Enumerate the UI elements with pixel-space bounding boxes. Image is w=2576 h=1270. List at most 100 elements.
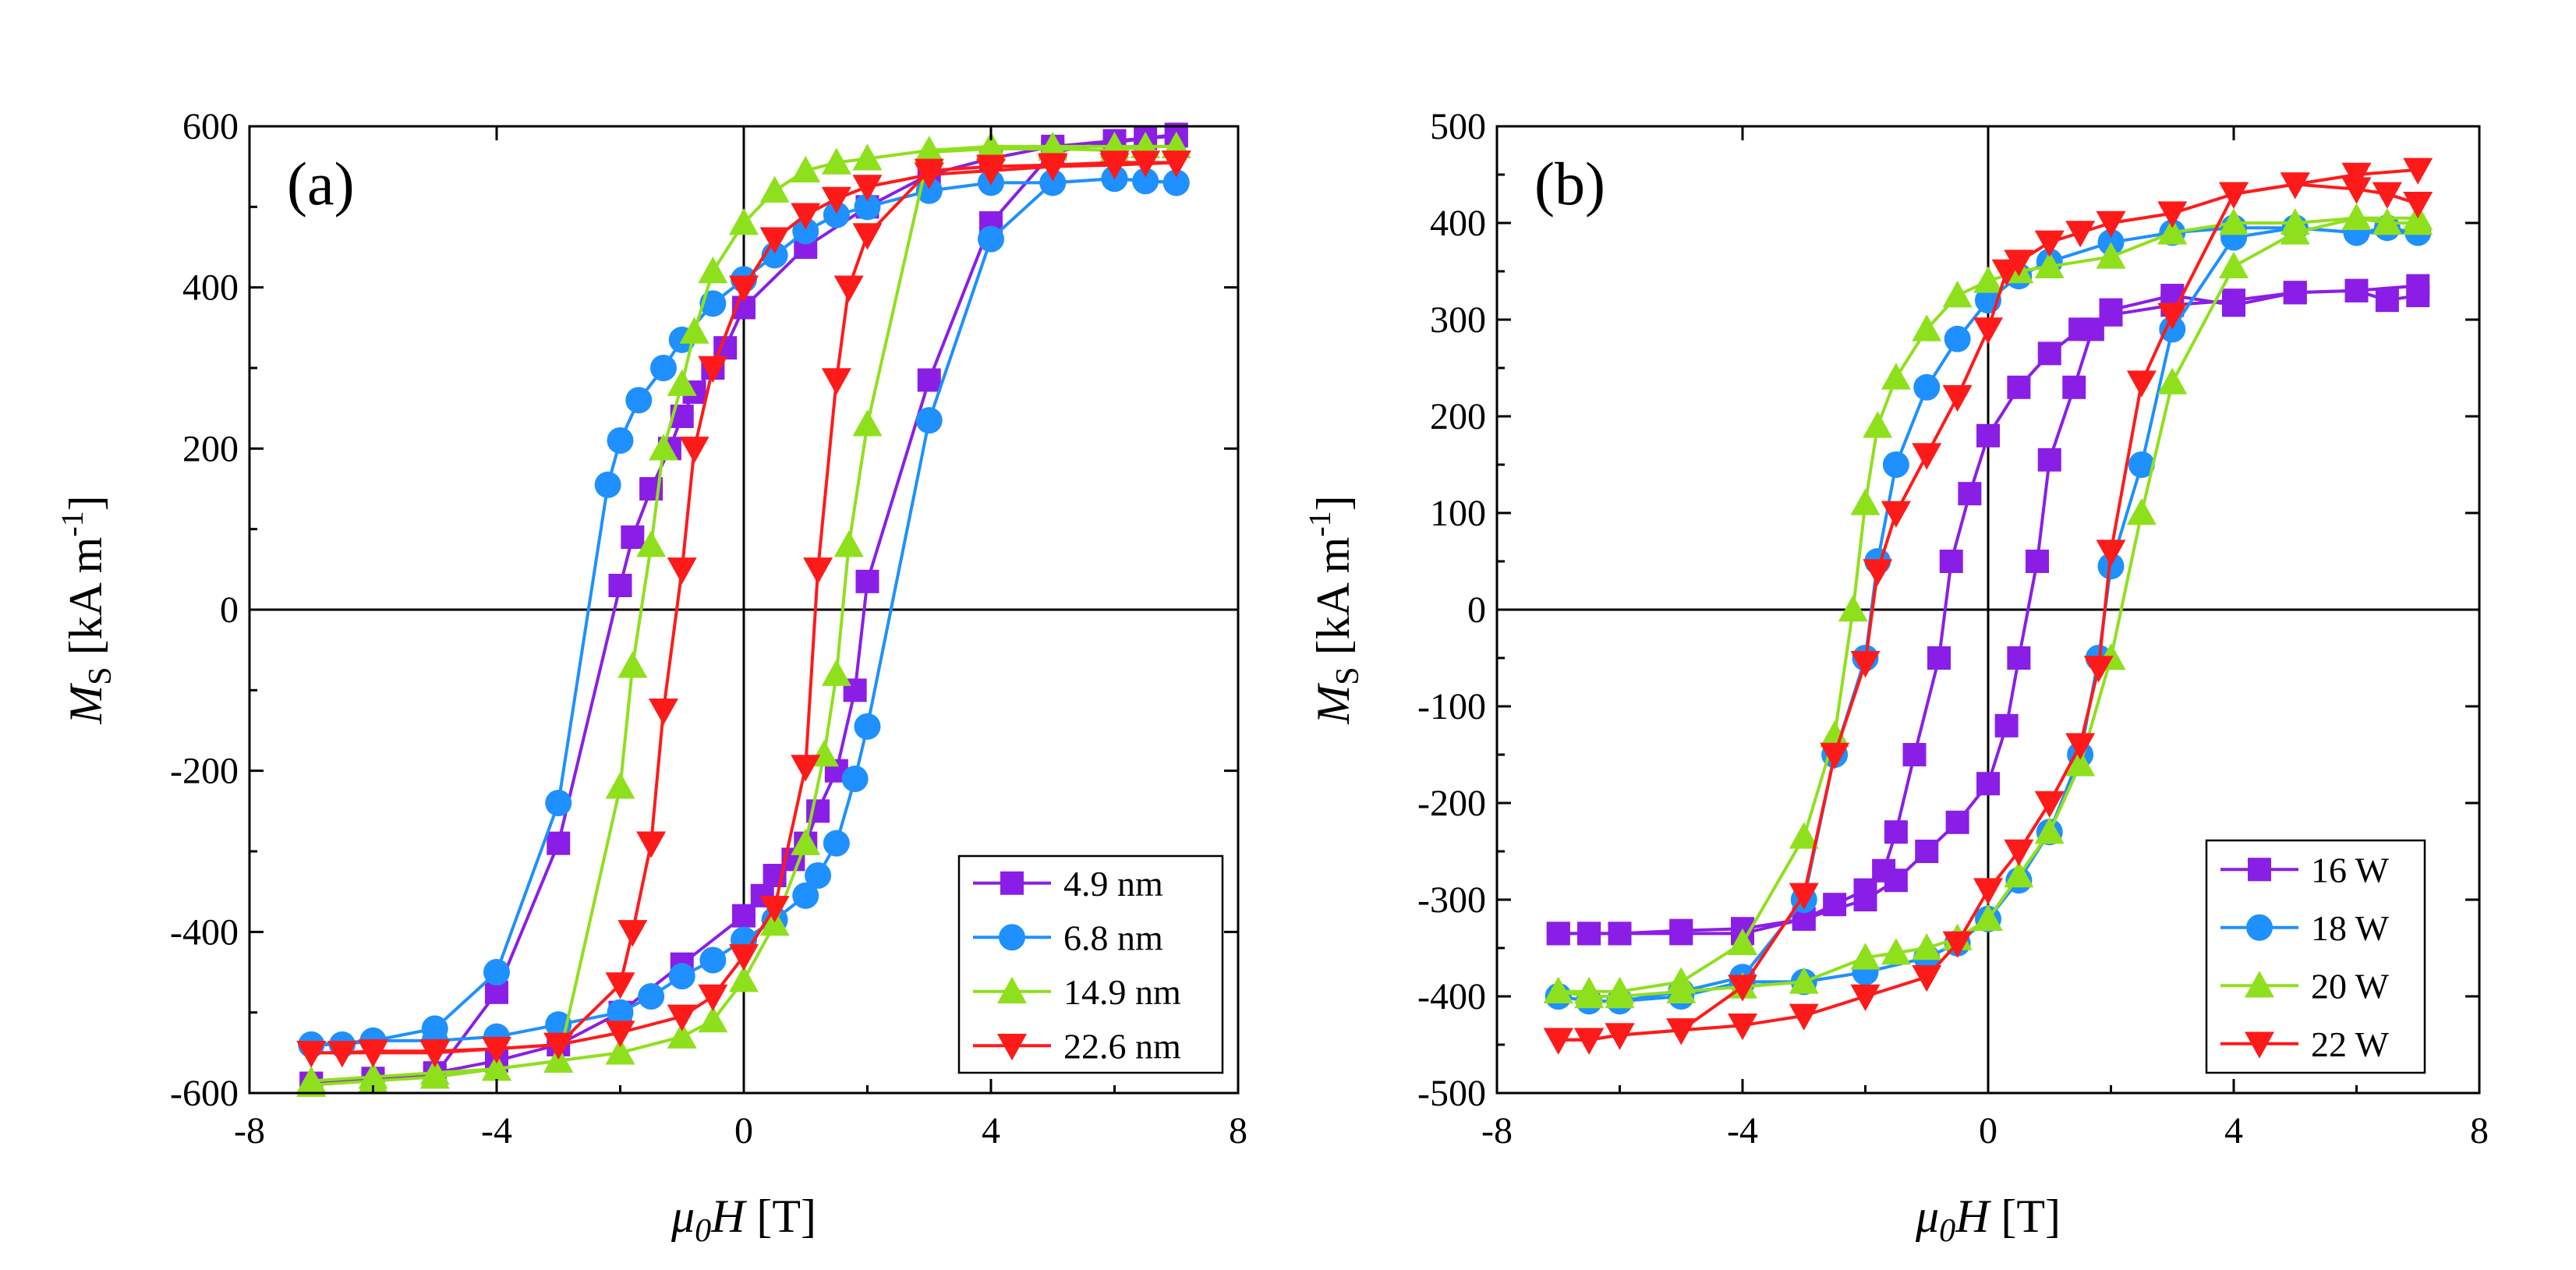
- x-tick-label: 0: [734, 1110, 753, 1151]
- data-point: [821, 186, 851, 214]
- data-point: [2065, 221, 2096, 248]
- data-point: [791, 155, 821, 183]
- data-point: [296, 1041, 327, 1068]
- data-point: [915, 407, 943, 434]
- data-point: [1958, 482, 1982, 506]
- data-point: [833, 275, 864, 302]
- legend-item: 20 W: [2220, 966, 2390, 1006]
- data-point: [2341, 162, 2372, 189]
- data-point: [608, 574, 632, 597]
- data-point: [1666, 1018, 1697, 1045]
- series-line-ascending: [1558, 216, 2419, 993]
- data-point: [1881, 938, 1911, 965]
- data-point: [483, 959, 510, 985]
- series-6.8-nm: [298, 165, 1190, 1058]
- data-point: [821, 659, 851, 686]
- data-point: [2062, 375, 2086, 399]
- data-point: [1884, 820, 1908, 844]
- data-point: [419, 1039, 450, 1067]
- data-point: [1973, 878, 2003, 905]
- y-tick-label: -100: [1417, 686, 1486, 727]
- data-point: [1789, 967, 1819, 994]
- data-point: [2219, 251, 2249, 278]
- data-point: [1976, 772, 2000, 796]
- y-tick-label: 100: [1430, 493, 1486, 534]
- y-tick-label: 300: [1430, 299, 1486, 341]
- data-point: [1039, 169, 1067, 196]
- x-axis-label-subscript: 0: [1939, 1213, 1955, 1249]
- data-point: [2126, 498, 2157, 525]
- data-point: [791, 203, 821, 230]
- legend-marker: [997, 1034, 1027, 1061]
- data-point: [1162, 169, 1190, 196]
- y-axis-label-unit-end: ]: [60, 495, 111, 511]
- data-point: [482, 1054, 511, 1081]
- data-point: [667, 1021, 697, 1049]
- data-point: [2096, 242, 2126, 269]
- y-axis-label-subscript: S: [83, 667, 119, 685]
- data-point: [1789, 883, 1819, 910]
- x-axis-label-symbol: μ: [671, 1190, 695, 1242]
- legend-item: 22 W: [2220, 1024, 2390, 1064]
- data-point: [2096, 210, 2126, 238]
- data-point: [2034, 817, 2065, 844]
- data-point: [547, 831, 571, 855]
- data-point: [2403, 157, 2433, 185]
- data-point: [358, 1066, 388, 1093]
- data-point: [1872, 858, 1896, 883]
- data-point: [2372, 182, 2402, 209]
- data-point: [1161, 150, 1191, 178]
- data-point: [1789, 1003, 1819, 1031]
- data-point: [2007, 646, 2031, 670]
- y-tick-label: -400: [1417, 976, 1486, 1017]
- data-point: [1881, 363, 1911, 390]
- data-point: [2096, 539, 2126, 567]
- data-point: [617, 920, 648, 947]
- data-point: [1608, 922, 1632, 946]
- data-point: [2007, 375, 2031, 399]
- data-point: [2219, 208, 2249, 235]
- data-point: [2406, 274, 2430, 298]
- data-point: [1944, 325, 1971, 352]
- data-point: [854, 713, 881, 740]
- data-point: [1099, 153, 1130, 180]
- data-point: [1973, 266, 2003, 293]
- data-point: [605, 772, 635, 799]
- data-point: [2403, 192, 2433, 219]
- legend-item: 4.9 nm: [973, 864, 1163, 904]
- x-tick-label: 4: [982, 1110, 1000, 1151]
- x-tick-label: -4: [481, 1110, 512, 1151]
- data-point: [1881, 501, 1911, 528]
- data-point: [2341, 203, 2372, 230]
- data-point: [1942, 385, 1973, 412]
- legend-marker: [2245, 971, 2274, 998]
- x-axis-label-unit: [T]: [1989, 1190, 2061, 1242]
- legend-marker: [997, 976, 1027, 1003]
- data-point: [607, 999, 634, 1026]
- data-point: [2375, 288, 2399, 313]
- y-tick-label: 600: [182, 106, 239, 147]
- data-point: [805, 862, 832, 889]
- legend-item: 14.9 nm: [973, 972, 1181, 1012]
- data-point: [1669, 918, 1693, 943]
- data-point: [621, 525, 645, 549]
- data-point: [482, 1036, 511, 1064]
- data-point: [1902, 743, 1927, 766]
- data-point: [1973, 904, 2003, 931]
- y-tick-label: 0: [1467, 589, 1486, 631]
- legend-item: 22.6 nm: [973, 1026, 1181, 1066]
- data-point: [543, 1032, 574, 1060]
- data-point: [2157, 302, 2188, 330]
- legend-marker: [999, 924, 1025, 951]
- data-point: [1605, 1023, 1635, 1050]
- legend: 4.9 nm 6.8 nm 14.9 nm 22.6 nm: [957, 854, 1224, 1074]
- data-point: [636, 530, 667, 557]
- x-axis-label-subscript: 0: [695, 1213, 711, 1249]
- data-point: [1912, 443, 1942, 470]
- data-point: [296, 1070, 327, 1097]
- data-point: [1913, 373, 1941, 401]
- data-point: [821, 147, 851, 175]
- data-point: [852, 143, 883, 171]
- data-point: [976, 158, 1006, 186]
- data-point: [2222, 288, 2245, 313]
